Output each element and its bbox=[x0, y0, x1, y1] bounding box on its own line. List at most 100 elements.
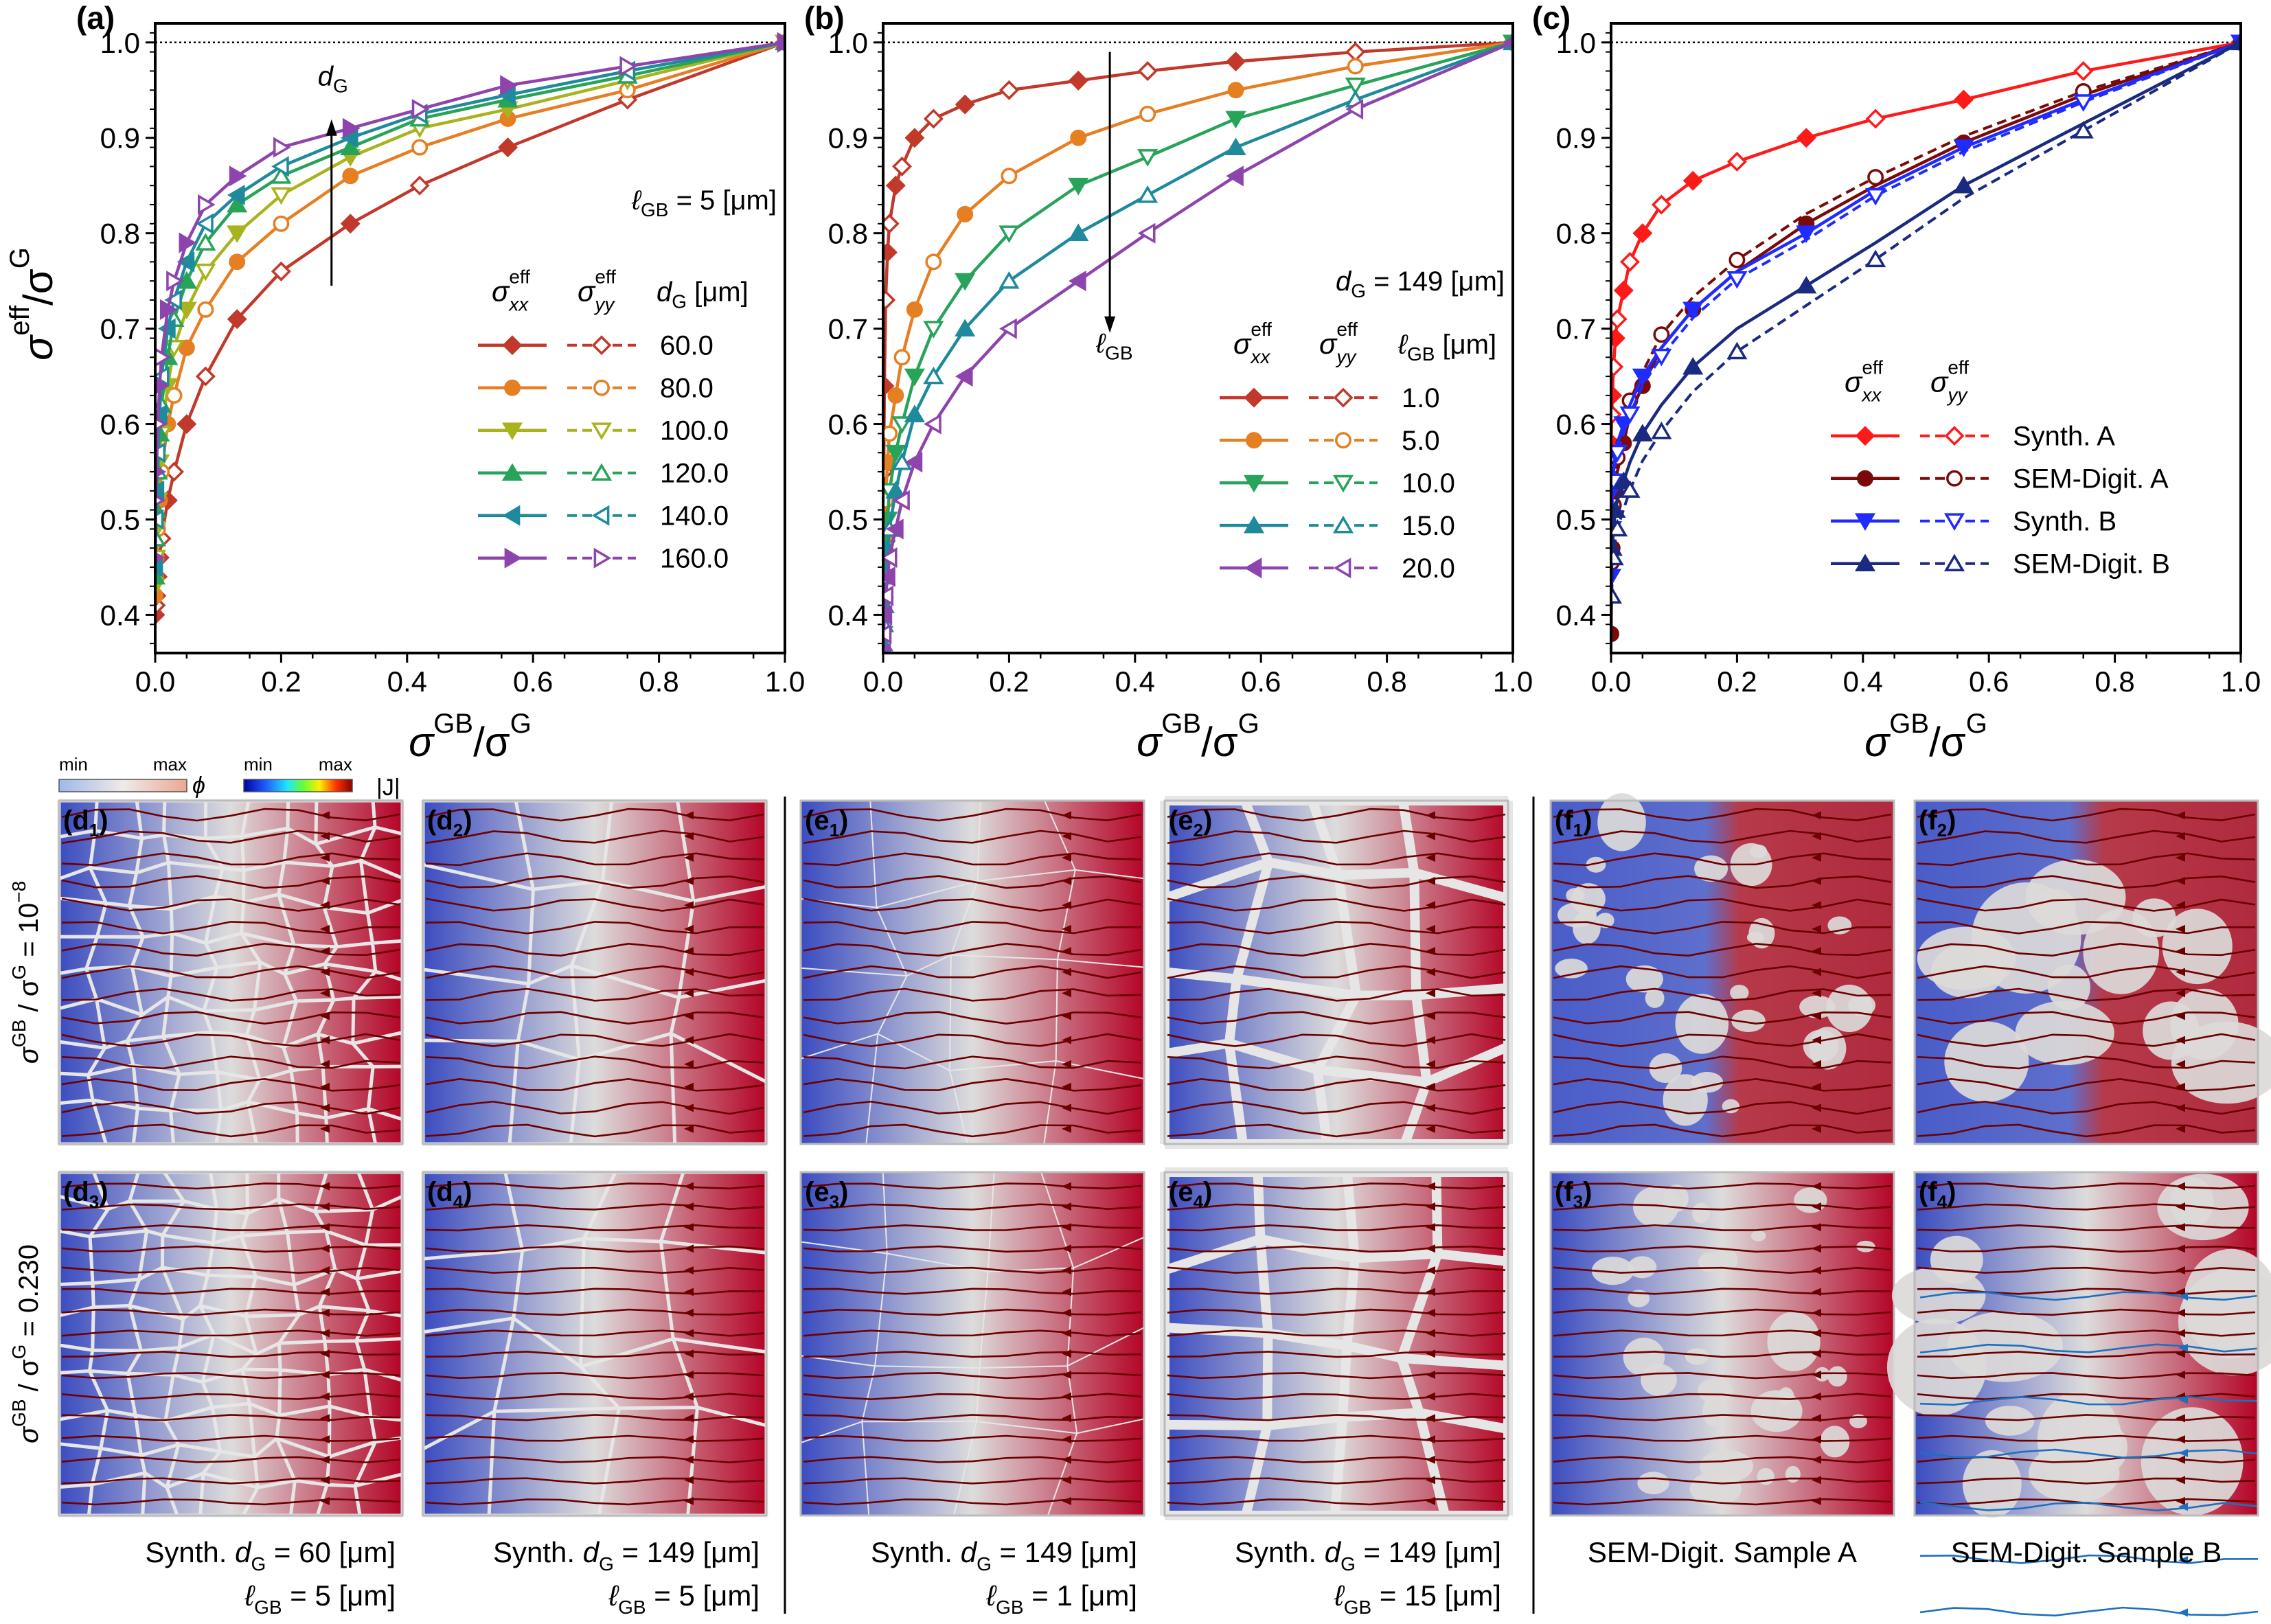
streamline-arrow bbox=[2176, 1476, 2185, 1485]
potential-field bbox=[1551, 801, 1894, 1144]
legend-entry: 60.0 bbox=[660, 331, 714, 361]
data-point bbox=[1069, 271, 1086, 292]
streamline bbox=[425, 852, 764, 867]
streamline-arrow bbox=[320, 811, 330, 820]
streamline-arrow bbox=[320, 989, 330, 998]
data-point bbox=[1611, 444, 1628, 463]
streamline bbox=[1919, 1396, 2259, 1406]
streamline bbox=[1917, 1203, 2256, 1211]
data-point bbox=[892, 156, 912, 176]
streamline bbox=[1553, 1077, 1892, 1092]
legend-marker-open bbox=[1332, 474, 1354, 493]
streamline-arrow bbox=[1062, 1308, 1071, 1317]
streamline bbox=[1553, 1393, 1892, 1400]
pore-region bbox=[2171, 1021, 2271, 1104]
arrow-head bbox=[326, 119, 337, 136]
streamline bbox=[1917, 1414, 2256, 1421]
legend-marker bbox=[1854, 553, 1876, 572]
series-line-yy-Synth. B bbox=[1611, 41, 2241, 586]
streamline-arrow bbox=[320, 1455, 330, 1464]
streamline-arrow bbox=[684, 1266, 694, 1275]
streamline bbox=[425, 965, 764, 979]
data-point bbox=[198, 194, 216, 216]
x-tick-label: 0.6 bbox=[1241, 665, 1281, 698]
streamline bbox=[1917, 1308, 2256, 1316]
data-point bbox=[885, 481, 906, 499]
legend-header-param: dG [μm] bbox=[657, 277, 749, 312]
chart-panel-c: 0.0 0.2 0.4 0.6 0.8 1.00.40.50.60.70.80.91.0(… bbox=[1532, 0, 2261, 765]
row-label-top: σGB / σG = 10−8 bbox=[8, 881, 44, 1064]
streamline-arrow bbox=[1426, 924, 1435, 933]
data-point bbox=[500, 75, 518, 96]
map-frame bbox=[58, 799, 404, 1145]
data-point bbox=[886, 518, 904, 540]
data-point bbox=[2073, 121, 2094, 139]
streamline-arrow bbox=[1426, 1011, 1435, 1020]
data-point bbox=[2073, 60, 2094, 81]
streamline bbox=[1167, 1456, 1506, 1463]
streamline-arrow bbox=[684, 1414, 694, 1423]
streamline-arrow bbox=[1812, 1435, 1821, 1444]
potential-field bbox=[59, 801, 402, 1144]
data-point bbox=[1865, 108, 1886, 129]
legend-marker-open bbox=[1333, 558, 1351, 579]
streamline bbox=[1917, 921, 2256, 935]
streamline bbox=[1167, 1308, 1506, 1316]
map-panel-e1: (e1) bbox=[799, 799, 1145, 1145]
streamline bbox=[1917, 1477, 2256, 1485]
data-point bbox=[196, 213, 214, 234]
map-panel-label: (d1) bbox=[63, 805, 109, 840]
legend-header-xx: σxxeff bbox=[1233, 319, 1272, 367]
streamline bbox=[1167, 1477, 1506, 1485]
streamline-arrow bbox=[320, 1182, 330, 1191]
streamline-arrow bbox=[1812, 1349, 1821, 1358]
streamline bbox=[61, 1055, 400, 1070]
streamline bbox=[803, 921, 1142, 935]
streamline bbox=[61, 830, 400, 845]
phi-colorbar bbox=[58, 779, 187, 792]
streamline bbox=[425, 943, 764, 957]
streamline bbox=[425, 1182, 764, 1190]
map-frame bbox=[799, 1171, 1145, 1517]
caption-line2: ℓGB = 5 [μm] bbox=[608, 1579, 760, 1618]
streamline-arrow bbox=[2176, 1349, 2185, 1358]
x-tick-label: 0.0 bbox=[135, 665, 175, 698]
streamline bbox=[1917, 1393, 2256, 1400]
data-point bbox=[155, 465, 167, 479]
streamline bbox=[61, 1245, 400, 1253]
streamline bbox=[1917, 1100, 2256, 1115]
data-point bbox=[955, 94, 975, 115]
streamline bbox=[803, 987, 1142, 1002]
streamline bbox=[1167, 1123, 1506, 1138]
map-panel-f3: (f3) bbox=[1549, 1171, 1895, 1517]
streamline bbox=[803, 1245, 1142, 1253]
streamline-arrow bbox=[320, 1308, 330, 1317]
streamline bbox=[1553, 830, 1892, 845]
streamline bbox=[803, 1055, 1142, 1070]
data-point bbox=[1728, 251, 1746, 268]
row-label-bottom: σGB / σG = 0.230 bbox=[8, 1244, 44, 1443]
legend-header-xx: σxxeff bbox=[1845, 357, 1883, 406]
streamline bbox=[61, 852, 400, 867]
series-line-Synth. A bbox=[1611, 41, 2241, 444]
streamline-arrow bbox=[1426, 1060, 1435, 1068]
pore-region bbox=[1702, 1397, 1728, 1427]
arrow-head bbox=[1104, 316, 1116, 333]
streamline bbox=[61, 1266, 400, 1274]
streamline bbox=[803, 1351, 1142, 1358]
data-point bbox=[999, 318, 1017, 339]
streamline-arrow bbox=[1812, 1060, 1821, 1068]
data-point bbox=[883, 642, 891, 653]
caption-line2: ℓGB = 5 [μm] bbox=[244, 1579, 396, 1618]
streamline-arrow bbox=[684, 832, 694, 840]
streamline bbox=[61, 1011, 400, 1025]
streamline bbox=[1167, 830, 1506, 845]
streamline-arrow bbox=[1062, 1223, 1071, 1232]
streamline-arrow bbox=[1062, 989, 1071, 998]
streamline-arrow bbox=[1062, 1349, 1071, 1358]
data-point bbox=[271, 261, 291, 282]
streamline-arrow bbox=[1062, 832, 1071, 840]
streamline bbox=[1553, 1055, 1892, 1070]
streamline bbox=[1553, 1329, 1892, 1337]
